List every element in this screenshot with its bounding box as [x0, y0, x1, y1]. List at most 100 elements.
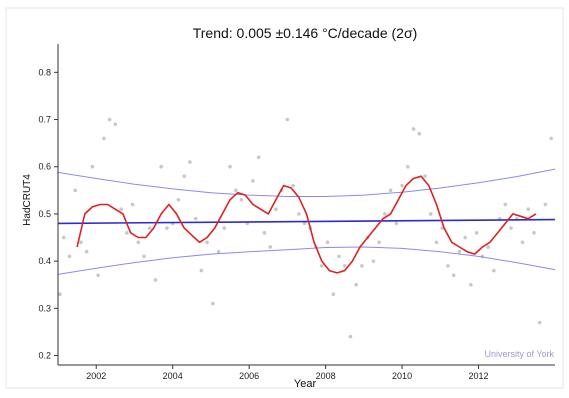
- monthly-point: [147, 226, 152, 230]
- monthly-point: [268, 245, 272, 249]
- x-tick-label: 2010: [392, 371, 412, 381]
- monthly-point: [302, 221, 307, 226]
- monthly-point: [463, 235, 467, 240]
- monthly-point: [251, 179, 255, 183]
- monthly-point: [107, 117, 112, 122]
- monthly-point: [383, 212, 387, 216]
- monthly-point: [256, 155, 261, 160]
- monthly-point: [434, 240, 439, 245]
- watermark-text: University of York: [484, 349, 554, 359]
- monthly-point: [469, 282, 473, 287]
- monthly-point: [457, 249, 462, 254]
- monthly-point: [492, 268, 496, 273]
- monthly-point: [354, 282, 359, 287]
- monthly-points: [58, 117, 553, 339]
- monthly-point: [411, 127, 416, 131]
- monthly-point: [486, 245, 490, 249]
- monthly-point: [526, 207, 531, 212]
- monthly-point: [79, 240, 83, 245]
- trend-line: [57, 218, 556, 225]
- monthly-point: [67, 254, 72, 259]
- monthly-point: [113, 122, 118, 127]
- monthly-point: [130, 202, 135, 207]
- y-tick-label: 0.8: [38, 67, 51, 77]
- monthly-point: [331, 292, 336, 296]
- monthly-point: [176, 197, 181, 202]
- monthly-point: [90, 164, 95, 169]
- x-tick-label: 2006: [239, 371, 259, 381]
- x-axis: 2002 2004 2006 2008 2010 2012: [86, 365, 489, 381]
- y-tick-label: 0.4: [38, 256, 51, 266]
- monthly-point: [520, 240, 525, 245]
- confidence-lower-line: [57, 246, 556, 275]
- monthly-point: [205, 240, 209, 245]
- monthly-point: [537, 320, 542, 325]
- monthly-point: [193, 216, 198, 221]
- monthly-point: [549, 136, 553, 141]
- y-tick-label: 0.5: [38, 209, 51, 219]
- monthly-point: [136, 240, 141, 245]
- monthly-point: [474, 231, 479, 235]
- monthly-point: [262, 231, 267, 235]
- monthly-point: [274, 207, 278, 212]
- monthly-point: [325, 240, 330, 245]
- monthly-point: [360, 264, 364, 268]
- y-axis-label: HadCRUT4: [22, 174, 33, 226]
- chart-title: Trend: 0.005 ±0.146 °C/decade (2σ): [193, 25, 418, 41]
- monthly-point: [102, 136, 106, 141]
- monthly-point: [96, 273, 100, 278]
- x-tick-label: 2004: [163, 371, 183, 381]
- monthly-point: [199, 268, 204, 273]
- smoothed-line: [76, 175, 537, 274]
- monthly-point: [159, 164, 164, 169]
- x-tick-label: 2008: [316, 371, 336, 381]
- y-tick-label: 0.3: [38, 303, 51, 313]
- monthly-point: [182, 174, 186, 178]
- monthly-point: [61, 235, 66, 240]
- monthly-point: [342, 264, 347, 268]
- monthly-point: [406, 164, 410, 169]
- monthly-point: [239, 197, 244, 202]
- monthly-point: [394, 221, 399, 226]
- monthly-point: [543, 202, 548, 207]
- y-tick-label: 0.2: [38, 351, 51, 361]
- chart-lines: [57, 168, 556, 275]
- confidence-upper-line: [57, 168, 556, 197]
- monthly-point: [188, 160, 192, 164]
- monthly-point: [285, 117, 290, 122]
- monthly-point: [84, 249, 89, 254]
- y-axis: 0.2 0.3 0.4 0.5 0.6 0.7 0.8: [38, 67, 58, 361]
- monthly-point: [532, 231, 536, 235]
- monthly-point: [153, 278, 158, 282]
- monthly-point: [291, 183, 295, 188]
- y-tick-label: 0.7: [38, 115, 51, 125]
- monthly-point: [165, 226, 169, 230]
- monthly-point: [125, 231, 129, 235]
- monthly-point: [142, 254, 146, 259]
- x-axis-label: Year: [294, 378, 317, 390]
- y-tick-label: 0.6: [38, 162, 51, 172]
- monthly-point: [388, 188, 393, 193]
- monthly-point: [222, 226, 227, 230]
- monthly-point: [377, 240, 381, 245]
- x-tick-label: 2002: [86, 371, 106, 381]
- monthly-point: [297, 212, 301, 216]
- monthly-point: [371, 259, 376, 263]
- monthly-point: [509, 226, 513, 230]
- monthly-point: [503, 202, 508, 207]
- monthly-point: [119, 207, 123, 212]
- x-tick-label: 2012: [469, 371, 489, 381]
- monthly-point: [446, 264, 450, 268]
- monthly-point: [428, 212, 433, 216]
- monthly-point: [337, 254, 341, 259]
- monthly-point: [348, 334, 353, 339]
- monthly-point: [211, 301, 215, 306]
- monthly-point: [58, 292, 62, 296]
- monthly-point: [233, 188, 238, 193]
- monthly-point: [400, 183, 404, 188]
- monthly-point: [417, 131, 422, 136]
- monthly-point: [319, 264, 324, 268]
- monthly-point: [451, 273, 456, 278]
